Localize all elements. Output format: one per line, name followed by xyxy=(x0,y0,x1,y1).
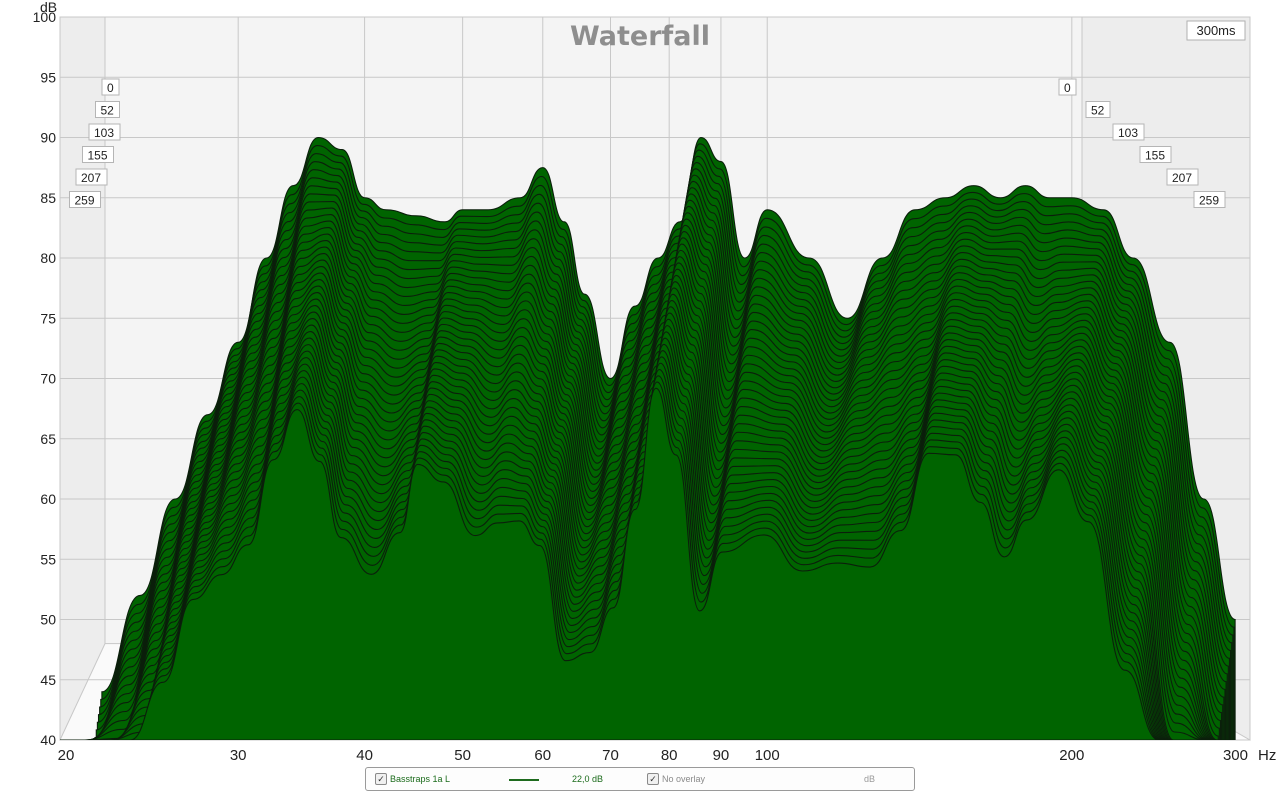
x-tick-label: 90 xyxy=(713,747,730,764)
time-slice-label: 207 xyxy=(1166,168,1199,186)
time-slice-label: 52 xyxy=(1085,101,1111,118)
x-tick-label: 20 xyxy=(58,747,75,764)
y-tick-label: 75 xyxy=(40,310,56,326)
x-tick-label: 30 xyxy=(230,747,247,764)
svg-text:207: 207 xyxy=(81,171,101,185)
y-tick-label: 70 xyxy=(40,371,56,387)
x-tick-label: 50 xyxy=(454,747,471,764)
time-slice-label: 103 xyxy=(88,123,121,141)
y-axis: 40 45 50 55 60 65 70 75 80 85 90 95 100 xyxy=(33,9,57,748)
svg-text:103: 103 xyxy=(94,126,114,140)
svg-text:155: 155 xyxy=(1145,149,1165,163)
y-tick-label: 100 xyxy=(33,9,57,25)
svg-text:259: 259 xyxy=(75,194,95,208)
waterfall-slice xyxy=(60,387,1191,740)
y-tick-label: 50 xyxy=(40,612,56,628)
x-tick-label: 100 xyxy=(755,747,780,764)
chart-title: Waterfall xyxy=(570,21,710,52)
svg-text:207: 207 xyxy=(1172,171,1192,185)
time-slice-label: 155 xyxy=(82,146,114,163)
legend-series-value: 22,0 dB xyxy=(572,774,604,784)
svg-text:0: 0 xyxy=(107,81,114,95)
overlay-checkbox[interactable]: ✓ xyxy=(647,773,659,785)
series-checkbox[interactable]: ✓ xyxy=(375,773,387,785)
y-tick-label: 40 xyxy=(40,732,56,748)
y-tick-label: 60 xyxy=(40,491,56,507)
x-tick-label: 300 xyxy=(1223,747,1248,764)
legend-overlay-label: No overlay xyxy=(662,774,706,784)
x-tick-label: 200 xyxy=(1059,747,1084,764)
time-label-box xyxy=(1186,20,1246,41)
time-slice-labels: 0 0 52 52 103 103 155 155 207 207 259 259 xyxy=(69,78,1226,208)
time-slice-label: 155 xyxy=(1139,146,1172,163)
x-axis-unit: Hz xyxy=(1258,747,1276,764)
svg-text:0: 0 xyxy=(1064,81,1071,95)
time-slice-label: 207 xyxy=(75,168,108,186)
x-tick-label: 80 xyxy=(661,747,678,764)
y-tick-label: 65 xyxy=(40,431,56,447)
time-slice-label: 0 xyxy=(1058,78,1077,96)
y-tick-label: 80 xyxy=(40,250,56,266)
x-tick-label: 40 xyxy=(356,747,373,764)
y-tick-label: 95 xyxy=(40,69,56,85)
x-axis: 20 30 40 50 60 70 80 90 100 200 300 xyxy=(58,747,1248,764)
svg-text:52: 52 xyxy=(101,104,115,118)
svg-text:52: 52 xyxy=(1091,104,1105,118)
legend-bar: ✓ Basstraps 1a L 22,0 dB ✓ No overlay dB xyxy=(365,767,915,791)
time-slice-label: 259 xyxy=(69,191,101,208)
time-slice-label: 259 xyxy=(1193,191,1226,208)
y-tick-label: 55 xyxy=(40,551,56,567)
time-slice-label: 103 xyxy=(1112,123,1145,141)
time-slice-label: 52 xyxy=(95,101,120,118)
waterfall-surface xyxy=(60,136,1236,740)
legend-overlay-unit: dB xyxy=(864,774,876,784)
svg-text:259: 259 xyxy=(1199,194,1219,208)
y-tick-label: 85 xyxy=(40,190,56,206)
y-tick-label: 45 xyxy=(40,672,56,688)
y-tick-label: 90 xyxy=(40,130,56,146)
legend-series-label: Basstraps 1a L xyxy=(390,774,451,784)
legend-series-swatch xyxy=(509,779,539,781)
x-tick-label: 70 xyxy=(602,747,619,764)
svg-text:155: 155 xyxy=(88,149,108,163)
time-label: 300ms xyxy=(1196,23,1236,38)
time-slice-label: 0 xyxy=(101,78,120,96)
svg-text:103: 103 xyxy=(1118,126,1138,140)
y-axis-unit: dB xyxy=(40,0,57,15)
x-tick-label: 60 xyxy=(534,747,551,764)
